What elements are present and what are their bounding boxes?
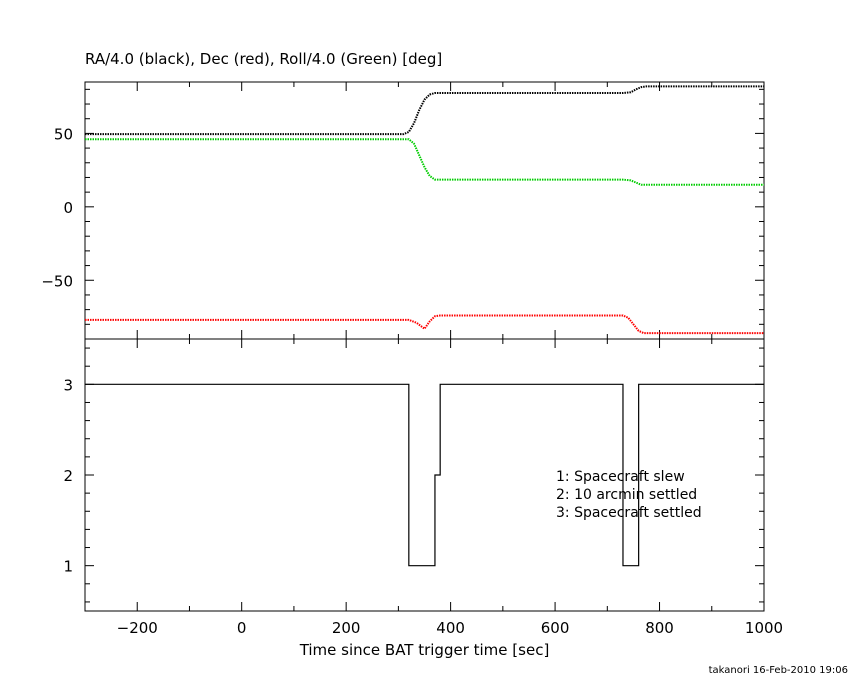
y-tick-label: −50 (41, 272, 73, 290)
series-line-1 (85, 138, 764, 186)
y-tick-label: 3 (63, 376, 73, 394)
x-tick-label: 200 (332, 619, 361, 637)
annotation-2: 2: 10 arcmin settled (556, 487, 697, 503)
top-panel: −50 0 50 RA/4.0 (black), Dec (red), Roll/4.… (41, 50, 765, 340)
y-tick-label: 0 (63, 199, 73, 217)
x-tick-label: −200 (117, 619, 158, 637)
bottom-panel: 1 2 3 −200 0 200 400 600 800 1000 Time since BAT t… (63, 338, 783, 659)
x-tick-label: 0 (237, 619, 247, 637)
annotation-1: 1: Spacecraft slew (556, 469, 685, 485)
series-line-2 (85, 314, 764, 335)
y-tick-label: 50 (54, 125, 73, 143)
x-tick-label: 1000 (745, 619, 783, 637)
y-tick-label: 2 (63, 467, 73, 485)
x-axis-label: Time since BAT trigger time [sec] (299, 641, 550, 659)
y-tick-label: 1 (63, 558, 73, 576)
series-line-0 (85, 85, 764, 136)
annotation-3: 3: Spacecraft settled (556, 505, 702, 521)
footer-credit: takanori 16-Feb-2010 19:06 (709, 665, 848, 676)
x-tick-label: 800 (645, 619, 674, 637)
x-tick-label: 600 (541, 619, 570, 637)
series-line-0 (85, 383, 764, 567)
x-tick-label: 400 (436, 619, 465, 637)
chart-title: RA/4.0 (black), Dec (red), Roll/4.0 (Gre… (85, 50, 442, 68)
plot-frame-0 (84, 81, 765, 340)
